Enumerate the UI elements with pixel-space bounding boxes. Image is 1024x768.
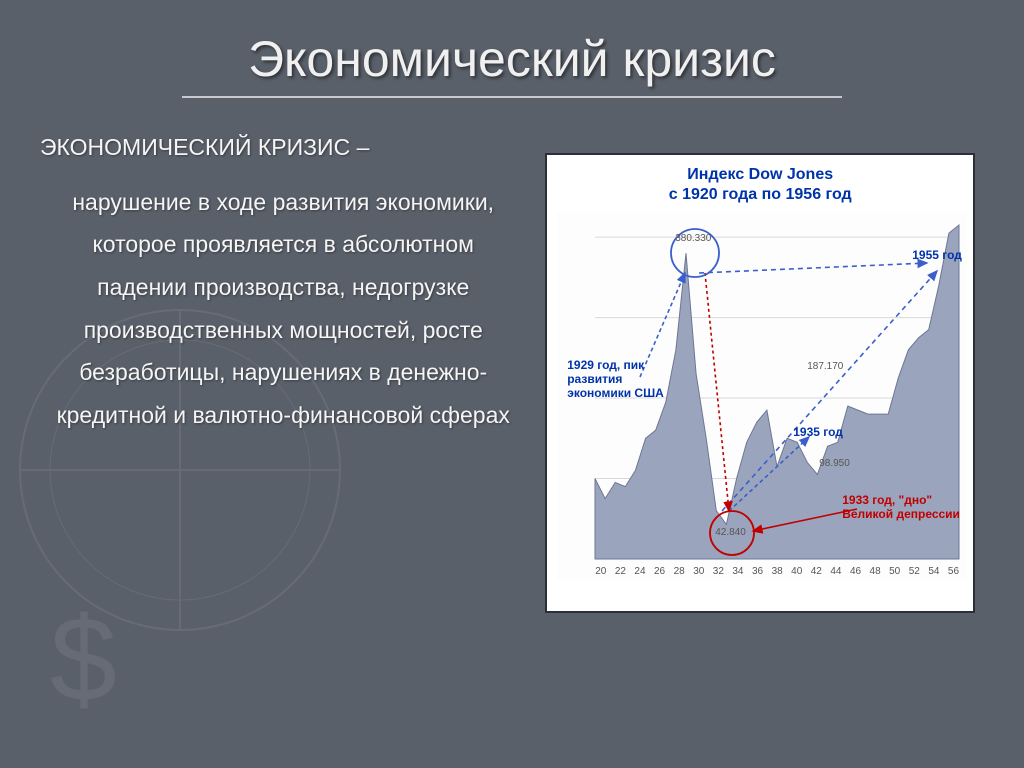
x-tick: 52 (909, 566, 920, 577)
x-tick: 28 (674, 566, 685, 577)
chart-title-l1: Индекс Dow Jones (687, 166, 833, 183)
x-tick: 56 (948, 566, 959, 577)
chart-column: Индекс Dow Jones с 1920 года по 1956 год… (536, 133, 984, 613)
x-tick: 36 (752, 566, 763, 577)
x-tick: 50 (889, 566, 900, 577)
text-column: ЭКОНОМИЧЕСКИЙ КРИЗИС – нарушение в ходе … (40, 133, 526, 613)
x-tick: 22 (615, 566, 626, 577)
chart-annotation: 1935 год (793, 426, 843, 440)
chart-title-l2: с 1920 года по 1956 год (669, 186, 852, 203)
content-row: ЭКОНОМИЧЕСКИЙ КРИЗИС – нарушение в ходе … (40, 133, 984, 613)
x-tick: 54 (928, 566, 939, 577)
chart-annotation: 1929 год, пикразвитияэкономики США (567, 359, 664, 400)
chart-box: Индекс Dow Jones с 1920 года по 1956 год… (545, 153, 975, 613)
title-wrap: Экономический кризис (40, 30, 984, 98)
chart-value-label: 98.950 (819, 458, 850, 469)
title-underline (182, 96, 842, 98)
x-tick: 40 (791, 566, 802, 577)
x-tick: 26 (654, 566, 665, 577)
x-tick: 42 (811, 566, 822, 577)
chart-annotation: 1955 год (912, 249, 962, 263)
slide-title: Экономический кризис (248, 30, 776, 88)
x-tick: 20 (595, 566, 606, 577)
chart-plot: 1929 год, пикразвитияэкономики США 1935 г… (557, 211, 967, 581)
x-tick: 48 (870, 566, 881, 577)
x-tick: 24 (634, 566, 645, 577)
x-tick: 38 (772, 566, 783, 577)
chart-value-label: 42.840 (715, 527, 746, 538)
chart-value-label: 380.330 (675, 233, 711, 244)
x-tick: 30 (693, 566, 704, 577)
chart-title: Индекс Dow Jones с 1920 года по 1956 год (557, 165, 963, 205)
chart-value-label: 187.170 (807, 361, 843, 372)
chart-x-axis: 20 22 24 26 28 30 32 34 36 38 40 42 44 46 48 50 52 54 56 (595, 566, 959, 577)
x-tick: 44 (830, 566, 841, 577)
slide: $ Экономический кризис ЭКОНОМИЧЕСКИЙ КРИ… (0, 0, 1024, 768)
body-text: нарушение в ходе развития экономики, кот… (40, 181, 526, 436)
x-tick: 46 (850, 566, 861, 577)
lead-line: ЭКОНОМИЧЕСКИЙ КРИЗИС – (40, 133, 526, 163)
x-tick: 34 (732, 566, 743, 577)
chart-annotation: 1933 год, "дно"Великой депрессии (842, 494, 960, 522)
x-tick: 32 (713, 566, 724, 577)
